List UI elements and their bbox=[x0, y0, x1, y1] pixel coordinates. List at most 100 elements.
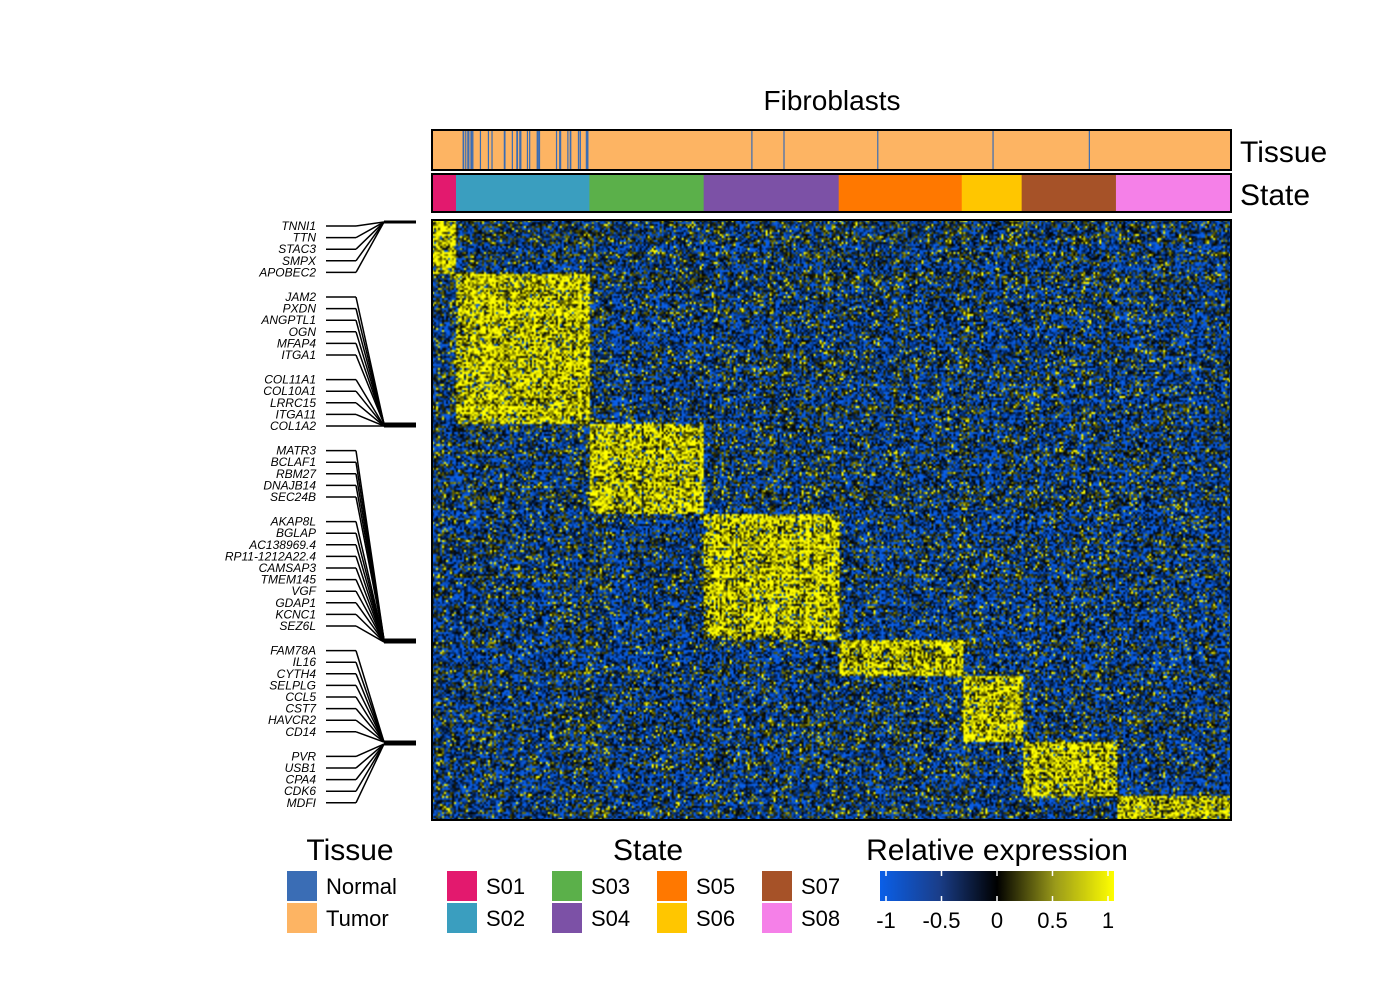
heatmap-cells bbox=[432, 220, 1231, 820]
gene-label: LRRC15 bbox=[270, 396, 316, 410]
tissue-normal-stripe bbox=[559, 130, 561, 170]
colorbar-tick-label: 1 bbox=[1102, 908, 1114, 933]
gene-label: SEC24B bbox=[270, 490, 316, 504]
state-legend-label: S06 bbox=[696, 906, 735, 931]
gene-label: TMEM145 bbox=[261, 573, 317, 587]
heatmap-body bbox=[432, 220, 1231, 820]
gene-label: ITGA1 bbox=[281, 348, 316, 362]
tissue-normal-stripe bbox=[537, 130, 539, 170]
gene-label: TNNI1 bbox=[281, 219, 316, 233]
gene-label: PVR bbox=[291, 749, 316, 763]
gene-label: COL10A1 bbox=[263, 384, 316, 398]
gene-label: SMPX bbox=[282, 254, 317, 268]
gene-label: IL16 bbox=[293, 655, 317, 669]
colorbar-tick-label: -1 bbox=[876, 908, 896, 933]
tissue-track bbox=[432, 130, 1231, 170]
gene-label: CST7 bbox=[285, 702, 317, 716]
gene-label: STAC3 bbox=[278, 242, 316, 256]
tissue-normal-stripe bbox=[585, 130, 587, 170]
colorbar-tick-label: -0.5 bbox=[923, 908, 961, 933]
gene-connector bbox=[355, 673, 385, 743]
gene-label: RP11-1212A22.4 bbox=[225, 549, 317, 563]
gene-label: BCLAF1 bbox=[271, 455, 316, 469]
gene-connector bbox=[355, 743, 385, 769]
tissue-normal-stripe bbox=[503, 130, 505, 170]
state-legend-label: S02 bbox=[486, 906, 525, 931]
expression-legend: Relative expression -1 -0.5 0 0.5 1 bbox=[866, 834, 1128, 933]
tissue-legend: Tissue Normal Tumor bbox=[287, 834, 397, 933]
state-track bbox=[432, 174, 1232, 212]
tissue-normal-stripe bbox=[560, 130, 562, 170]
gene-connector bbox=[355, 719, 385, 743]
tissue-normal-stripe bbox=[465, 130, 467, 170]
gene-label: RBM27 bbox=[276, 467, 317, 481]
gene-label: MATR3 bbox=[276, 444, 316, 458]
gene-label: KCNC1 bbox=[275, 607, 316, 621]
gene-label: BGLAP bbox=[276, 526, 316, 540]
state-legend-label: S01 bbox=[486, 874, 525, 899]
tissue-normal-stripe bbox=[519, 130, 521, 170]
gene-label: PXDN bbox=[283, 302, 317, 316]
tissue-normal-stripe bbox=[472, 130, 474, 170]
state-legend: State S01 S02 S03 S04 S05 S06 S07 S08 bbox=[447, 834, 840, 933]
gene-label: APOBEC2 bbox=[258, 265, 316, 279]
gene-label: CD14 bbox=[285, 725, 316, 739]
gene-label: COL1A2 bbox=[270, 419, 316, 433]
tissue-normal-stripe bbox=[567, 130, 569, 170]
gene-label: MDFI bbox=[287, 796, 317, 810]
state-legend-swatch-s08 bbox=[762, 903, 792, 933]
tissue-normal-stripe bbox=[463, 130, 465, 170]
tissue-track-border bbox=[431, 129, 1232, 171]
gene-label: CCL5 bbox=[285, 690, 316, 704]
tissue-legend-label: Tumor bbox=[326, 906, 389, 931]
state-segment-s07 bbox=[1021, 174, 1117, 212]
gene-connector bbox=[355, 354, 385, 425]
state-legend-label: S03 bbox=[591, 874, 630, 899]
gene-label: CPA4 bbox=[286, 773, 317, 787]
tissue-normal-stripe bbox=[555, 130, 558, 170]
gene-connector bbox=[355, 743, 385, 804]
tissue-legend-swatch-normal bbox=[287, 871, 317, 901]
state-segment-s04 bbox=[703, 174, 840, 212]
tissue-normal-stripe bbox=[992, 130, 994, 170]
gene-label: CAMSAP3 bbox=[259, 561, 317, 575]
tissue-normal-stripe bbox=[520, 130, 522, 170]
gene-connector bbox=[355, 567, 385, 643]
tissue-normal-stripe bbox=[470, 130, 472, 170]
state-track-label: State bbox=[1240, 179, 1310, 212]
tissue-normal-stripe bbox=[751, 130, 753, 170]
gene-connector bbox=[355, 221, 385, 227]
tissue-normal-stripe bbox=[536, 130, 538, 170]
gene-label: AC138969.4 bbox=[248, 538, 316, 552]
gene-label: GDAP1 bbox=[275, 596, 316, 610]
tissue-normal-stripe bbox=[783, 130, 785, 170]
gene-label: CDK6 bbox=[284, 784, 316, 798]
state-legend-swatch-s07 bbox=[762, 871, 792, 901]
gene-connector bbox=[355, 496, 385, 641]
tissue-normal-stripe bbox=[467, 130, 469, 170]
state-segment-s02 bbox=[455, 174, 590, 212]
gene-connector bbox=[355, 221, 385, 250]
tissue-normal-stripe bbox=[468, 130, 470, 170]
gene-connector bbox=[355, 402, 385, 427]
gene-label: CYTH4 bbox=[277, 667, 317, 681]
gene-connector bbox=[355, 390, 385, 427]
tissue-legend-swatch-tumor bbox=[287, 903, 317, 933]
gene-connector bbox=[355, 413, 385, 427]
tissue-normal-stripe bbox=[511, 130, 513, 170]
gene-label: SEZ6L bbox=[279, 619, 316, 633]
gene-connector bbox=[355, 696, 385, 743]
gene-connector bbox=[355, 743, 385, 758]
gene-connector bbox=[355, 613, 385, 643]
state-segment-s06 bbox=[961, 174, 1023, 212]
state-segment-s01 bbox=[432, 174, 457, 212]
tissue-normal-stripe bbox=[579, 130, 581, 170]
chart-title: Fibroblasts bbox=[764, 85, 901, 116]
state-track-border bbox=[431, 173, 1232, 213]
gene-connector bbox=[355, 221, 385, 239]
tissue-normal-stripe bbox=[471, 130, 473, 170]
gene-connector bbox=[355, 579, 385, 643]
state-legend-label: S07 bbox=[801, 874, 840, 899]
heatmap-border bbox=[431, 219, 1232, 821]
state-legend-swatch-s05 bbox=[657, 871, 687, 901]
